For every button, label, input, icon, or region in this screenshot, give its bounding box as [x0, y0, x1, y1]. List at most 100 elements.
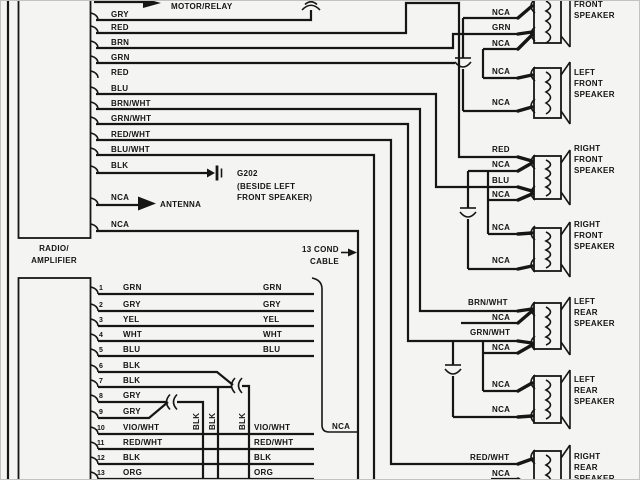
radio-label-line1: RADIO/ [39, 244, 69, 253]
speaker-name: SPEAKER [574, 166, 615, 175]
speaker-cone-icon [560, 369, 571, 430]
speaker-name: FRONT [574, 79, 603, 88]
pin-color-right: BLK [254, 453, 271, 462]
spk-wire-label: NCA [492, 39, 510, 48]
speaker-front-top [530, 1, 571, 48]
connector-pin-hooks [90, 12, 99, 232]
connector-pin-hooks [90, 286, 99, 479]
speaker-coil-icon [544, 231, 552, 269]
speaker-name: SPEAKER [574, 11, 615, 20]
pin-color-right: ORG [254, 468, 273, 477]
speaker-terminal-icon [530, 301, 536, 351]
capacitor-icon [444, 368, 462, 375]
blk-vertical-label: BLK [192, 413, 201, 430]
speaker-name: RIGHT [574, 452, 600, 461]
speaker-name: RIGHT [574, 144, 600, 153]
speaker-cone-icon [560, 61, 571, 125]
motor-relay-label: MOTOR/RELAY [171, 2, 233, 11]
pin-number: 13 [97, 470, 105, 477]
pin-color-right: GRY [263, 300, 281, 309]
speaker-name: SPEAKER [574, 397, 615, 406]
shield-symbol-icon [301, 1, 321, 11]
spk-wire-label: NCA [492, 98, 510, 107]
spk-wire-label: RED [492, 145, 510, 154]
radio-connector-box [17, 277, 92, 479]
speaker-coil-icon [544, 1, 552, 44]
pin-color: GRN [123, 283, 142, 292]
speaker-name: REAR [574, 308, 598, 317]
speaker-cone-icon [560, 1, 571, 48]
pin-color: BLU [123, 345, 140, 354]
section1-wires [454, 4, 534, 113]
pin-number: 11 [97, 440, 105, 447]
lower-connector-wires [90, 277, 358, 479]
wire-label: NCA [111, 220, 129, 229]
pin-color: RED/WHT [123, 438, 162, 447]
pin-number: 12 [97, 455, 105, 462]
speaker-coil-icon [544, 454, 552, 479]
wire-label: RED [111, 23, 129, 32]
speaker-terminal-icon [530, 374, 536, 424]
wire-label: GRY [111, 10, 129, 19]
wire-label: BRN/WHT [111, 99, 151, 108]
speaker-name: SPEAKER [574, 319, 615, 328]
speaker-coil-icon [544, 159, 552, 197]
speaker-cone-icon [560, 444, 571, 479]
capacitor-icon [459, 211, 477, 218]
radio-amplifier-box [17, 1, 92, 239]
speaker-left-rear-2 [530, 369, 571, 430]
speaker-left-rear-1 [530, 296, 571, 356]
pin-color-right: WHT [263, 330, 282, 339]
pin-color-right: RED/WHT [254, 438, 293, 447]
pin-number: 8 [99, 393, 103, 400]
spk-wire-label: NCA [492, 160, 510, 169]
antenna-arrow-icon [138, 196, 156, 211]
speaker-name: LEFT [574, 297, 595, 306]
blk-vertical-label: BLK [208, 413, 217, 430]
cable-arrow-icon [348, 248, 357, 257]
speaker-name: LEFT [574, 68, 595, 77]
pin-color-right: YEL [263, 315, 279, 324]
spk-wire-label: NCA [492, 8, 510, 17]
upper-harness-wires [90, 1, 518, 479]
blk-vertical-label: BLK [238, 413, 247, 430]
pin-color-right: GRN [263, 283, 282, 292]
pin-number: 1 [99, 285, 103, 292]
speaker-coil-icon [544, 379, 552, 420]
spk-wire-label: NCA [492, 223, 510, 232]
wire-label: BLU [111, 84, 128, 93]
cable-label-line2: CABLE [310, 257, 339, 266]
speaker-cone-icon [560, 221, 571, 278]
section2-wires [459, 155, 534, 271]
ground-note1: (BESIDE LEFT [237, 182, 295, 191]
speaker-name: REAR [574, 463, 598, 472]
wire-label: RED/WHT [111, 130, 150, 139]
pin-color: VIO/WHT [123, 423, 159, 432]
splice-icon [230, 377, 243, 394]
pin-number: 5 [99, 347, 103, 354]
pin-number: 7 [99, 378, 103, 385]
speaker-coil-icon [544, 306, 552, 346]
ground-arrow-icon [207, 168, 215, 178]
wire-label: BLU/WHT [111, 145, 150, 154]
speaker-name: SPEAKER [574, 474, 615, 480]
section4-wires [491, 457, 534, 479]
speaker-name: LEFT [574, 375, 595, 384]
spk-wire-label: GRN [492, 23, 511, 32]
ground-id-label: G202 [237, 169, 258, 178]
speaker-right-front-1 [530, 149, 571, 206]
capacitor-icon [454, 61, 472, 68]
spk-wire-label: NCA [492, 469, 510, 478]
speaker-terminal-icon [530, 1, 536, 42]
spk-wire-label: NCA [492, 67, 510, 76]
speaker-name: SPEAKER [574, 90, 615, 99]
speaker-name: FRONT [574, 155, 603, 164]
pin-color-right: VIO/WHT [254, 423, 290, 432]
pin-color: GRY [123, 300, 141, 309]
pin-color: GRY [123, 407, 141, 416]
spk-wire-label: RED/WHT [470, 453, 509, 462]
speaker-terminal-icon [530, 66, 536, 114]
speaker-terminal-icon [530, 154, 536, 201]
